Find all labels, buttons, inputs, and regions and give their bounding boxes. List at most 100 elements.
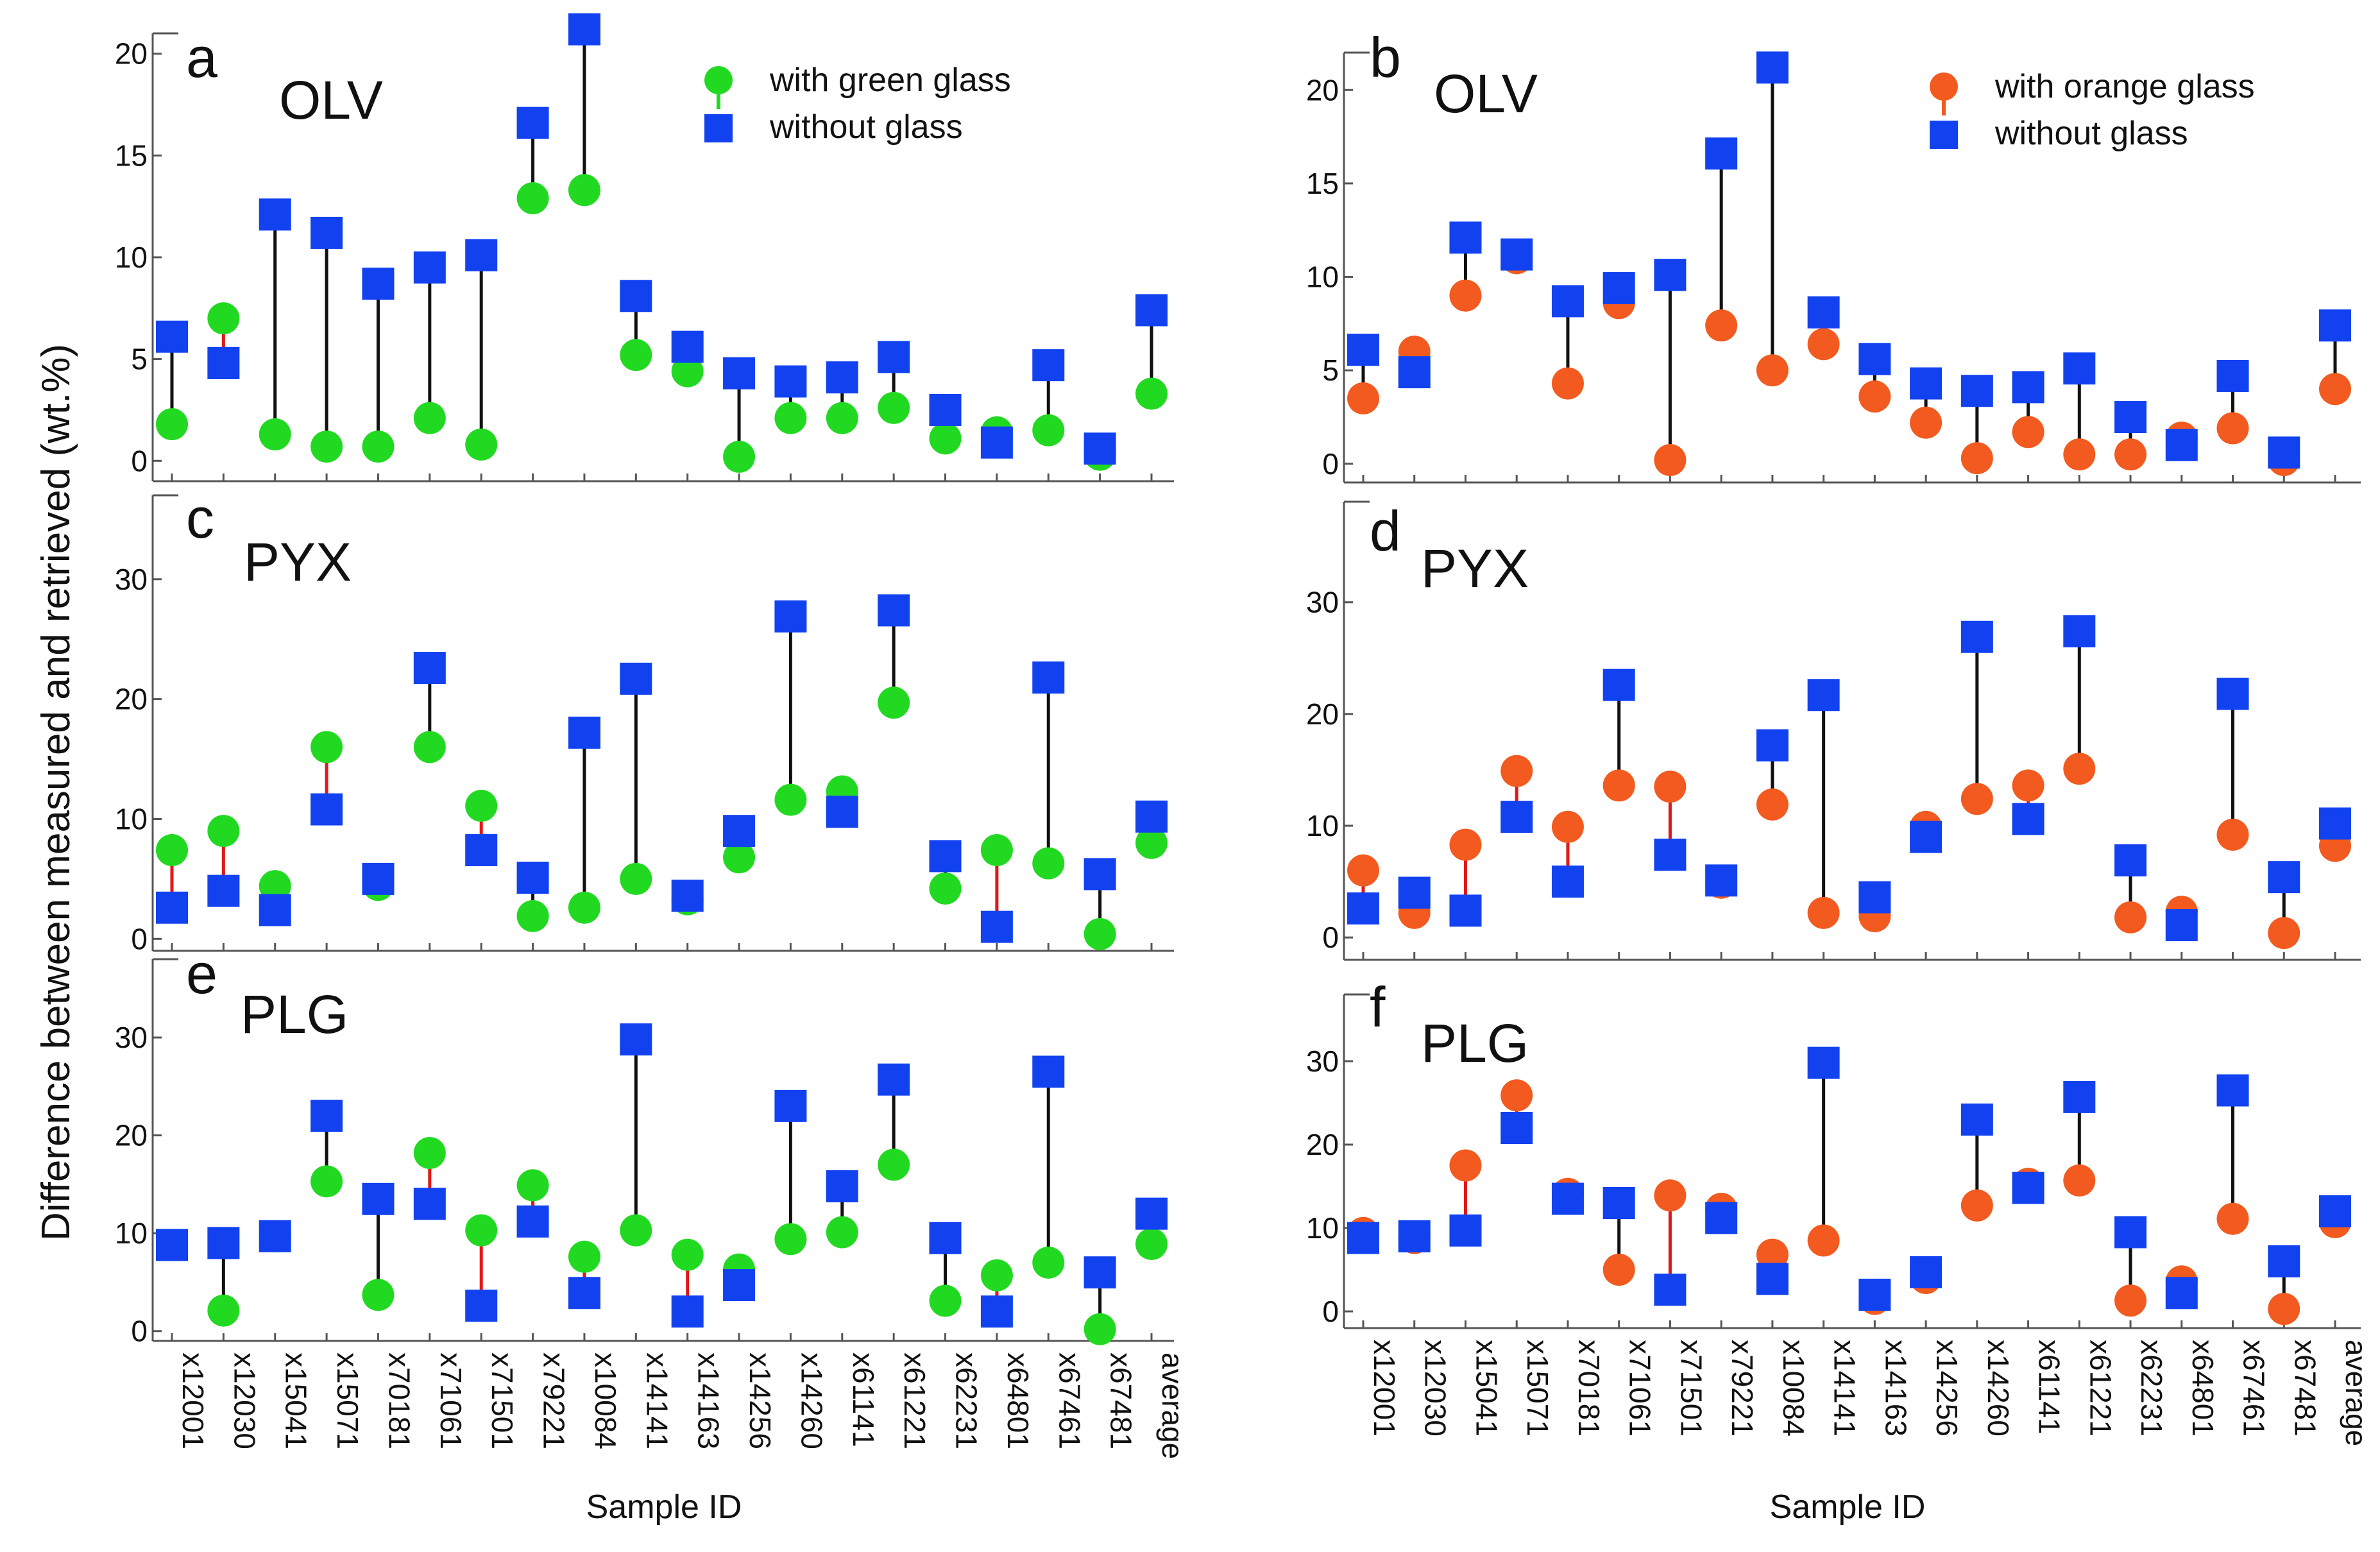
point-with-glass	[1807, 1224, 1840, 1257]
point-without-glass	[723, 815, 756, 848]
point-with-glass	[1551, 810, 1584, 843]
point-with-glass	[413, 402, 446, 434]
panels: 0 5 10 15 20 a OLV with green glass without glas…	[115, 13, 2373, 1459]
point-without-glass	[413, 251, 446, 284]
point-without-glass	[878, 341, 910, 373]
point-without-glass	[516, 862, 549, 894]
point-without-glass	[980, 426, 1013, 459]
y-tick-label: 0	[1322, 447, 1339, 481]
x-tick-label: x12001	[1368, 1340, 1401, 1437]
point-with-glass	[310, 431, 343, 463]
point-without-glass	[1960, 620, 1993, 653]
point-without-glass	[2165, 909, 2198, 942]
point-without-glass	[1654, 259, 1687, 291]
panel-letter: f	[1370, 975, 1386, 1039]
point-with-glass	[2114, 901, 2147, 934]
point-without-glass	[1705, 1202, 1738, 1234]
point-with-glass	[878, 686, 910, 719]
point-without-glass	[207, 1227, 240, 1259]
point-without-glass	[2063, 1080, 2096, 1113]
point-without-glass	[1032, 1055, 1065, 1088]
point-with-glass	[878, 1148, 910, 1181]
point-with-glass	[826, 1216, 858, 1249]
point-with-glass	[207, 1294, 240, 1327]
point-without-glass	[568, 13, 600, 46]
legend-circle-marker	[704, 66, 733, 94]
y-tick-label: 15	[1306, 167, 1339, 200]
y-tick-label: 30	[115, 1021, 148, 1054]
point-without-glass	[1654, 839, 1687, 871]
y-tick-label: 5	[131, 343, 148, 376]
x-tick-label: x79221	[538, 1352, 571, 1449]
point-with-glass	[723, 841, 756, 874]
point-with-glass	[2114, 438, 2147, 471]
point-with-glass	[1910, 406, 1942, 439]
point-without-glass	[1032, 661, 1065, 694]
panel-title: PYX	[1421, 538, 1529, 599]
legend-label-glass: with green glass	[769, 62, 1011, 99]
point-without-glass	[878, 594, 910, 627]
y-tick-label: 20	[1306, 1128, 1339, 1161]
point-without-glass	[1858, 343, 1891, 375]
point-without-glass	[2114, 1216, 2147, 1249]
point-without-glass	[1602, 669, 1635, 701]
point-without-glass	[2012, 371, 2044, 404]
point-without-glass	[1910, 367, 1942, 400]
point-without-glass	[1602, 1187, 1635, 1219]
point-without-glass	[1858, 1279, 1891, 1311]
point-without-glass	[1500, 801, 1533, 833]
point-with-glass	[1858, 380, 1891, 413]
panel-letter: d	[1370, 499, 1401, 563]
x-tick-label: x61221	[898, 1352, 931, 1449]
point-without-glass	[1910, 821, 1942, 853]
point-with-glass	[465, 428, 498, 461]
point-with-glass	[1960, 783, 1993, 815]
point-without-glass	[259, 1220, 291, 1252]
y-tick-label: 20	[115, 1119, 148, 1152]
point-with-glass	[774, 1223, 807, 1256]
point-without-glass	[2012, 803, 2044, 835]
legend-label-glass: with orange glass	[1994, 68, 2255, 105]
point-without-glass	[2268, 436, 2300, 469]
y-tick-label: 20	[1306, 73, 1339, 107]
point-with-glass	[2114, 1284, 2147, 1317]
point-without-glass	[568, 1277, 600, 1309]
point-with-glass	[1500, 755, 1533, 787]
point-without-glass	[1807, 296, 1840, 328]
point-with-glass	[1135, 826, 1168, 859]
point-with-glass	[620, 862, 652, 895]
point-with-glass	[516, 900, 549, 932]
point-with-glass	[1807, 328, 1840, 361]
x-tick-label: x14260	[1982, 1340, 2015, 1437]
x-tick-label: x61141	[2033, 1340, 2066, 1435]
x-tick-label: x14256	[1930, 1340, 1964, 1437]
point-with-glass	[310, 1165, 343, 1198]
panel-letter: a	[186, 26, 217, 89]
x-axis-label-left: Sample ID	[586, 1488, 742, 1526]
point-with-glass	[362, 431, 395, 463]
point-without-glass	[2012, 1172, 2044, 1204]
point-without-glass	[1756, 1263, 1789, 1295]
point-without-glass	[156, 320, 188, 353]
point-without-glass	[1135, 800, 1168, 833]
point-without-glass	[1807, 1046, 1840, 1079]
x-tick-label: x12030	[228, 1352, 261, 1449]
point-without-glass	[1449, 894, 1482, 927]
x-tick-label: x71061	[434, 1352, 468, 1449]
legend-square-marker	[1930, 121, 1958, 149]
point-without-glass	[671, 330, 704, 363]
x-tick-label: x70181	[1572, 1340, 1606, 1437]
point-without-glass	[980, 910, 1013, 943]
point-without-glass	[310, 216, 343, 249]
point-without-glass	[1654, 1274, 1687, 1306]
point-with-glass	[2268, 1293, 2300, 1326]
x-tick-label: x14163	[692, 1352, 726, 1449]
y-tick-label: 10	[1306, 809, 1339, 842]
point-with-glass	[1032, 414, 1065, 447]
point-without-glass	[465, 1290, 498, 1322]
point-with-glass	[1654, 1179, 1687, 1212]
point-with-glass	[1807, 896, 1840, 929]
